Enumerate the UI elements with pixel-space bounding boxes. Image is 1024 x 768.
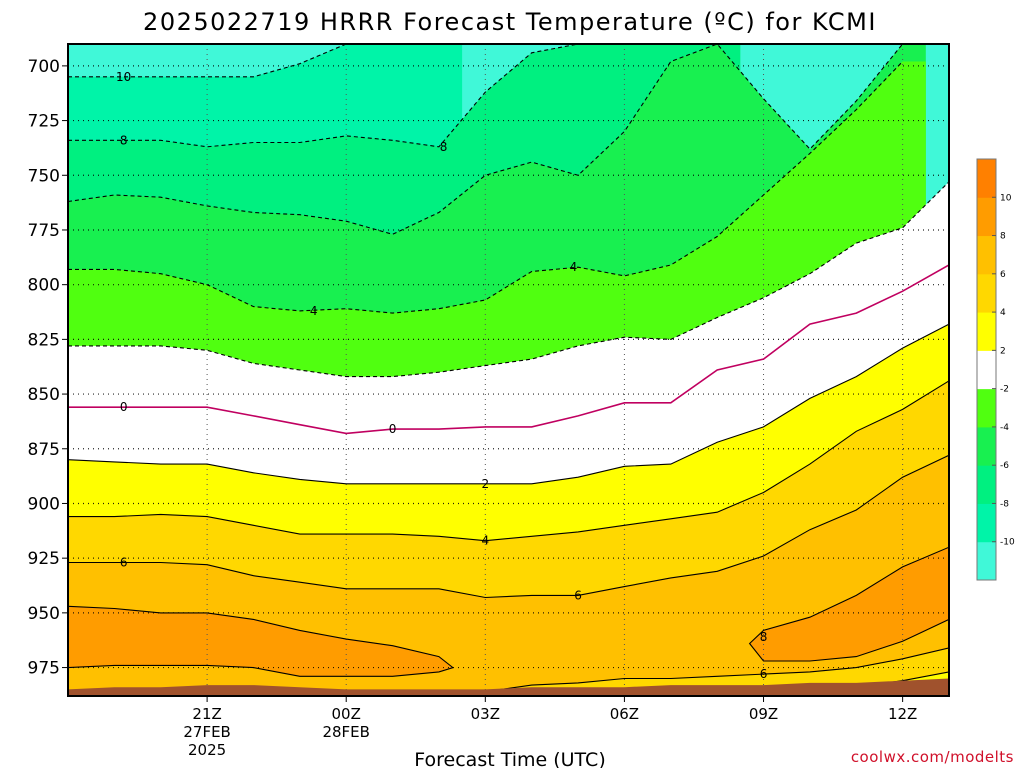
contour-line: [68, 44, 904, 235]
terrain-ground: [68, 678, 949, 696]
contour-label: 0: [389, 422, 397, 436]
contour-label: 6: [760, 667, 768, 681]
colorbar-swatch: [977, 465, 996, 504]
plot-frame: [67, 43, 950, 697]
colorbar-swatch: [977, 159, 996, 198]
y-tick-label: 800: [28, 276, 60, 296]
colorbar-swatch: [977, 426, 996, 466]
contour-line: [68, 61, 903, 314]
y-axis: 700 725 750 775 800 825 850 875 900 925 950 975: [28, 57, 68, 679]
x-tick-label: 27FEB: [183, 723, 230, 741]
y-tick-label: 950: [28, 604, 60, 624]
colorbar-swatch: [977, 312, 996, 351]
colorbar-label: 10: [1000, 193, 1012, 203]
colorbar-label: -4: [1000, 423, 1009, 433]
contour-line: [450, 647, 949, 696]
contour-label: 6: [120, 556, 128, 570]
contour-label: 8: [120, 133, 128, 147]
colorbar-swatch: [977, 541, 996, 581]
temperature-band: [68, 606, 453, 677]
contour-line: [68, 454, 949, 599]
colorbar-swatch: [977, 197, 996, 237]
colorbar-label: 2: [1000, 346, 1006, 356]
x-tick-label: 12Z: [888, 705, 917, 723]
contour-line: [68, 44, 718, 148]
contour-labels: 10 8 8 4 4 0 0 2 4 6 6 8 6: [116, 70, 768, 681]
colorbar-swatch: [977, 388, 996, 428]
colorbar-swatch: [977, 235, 996, 275]
contour-label: 0: [120, 400, 128, 414]
colorbar-label: 8: [1000, 232, 1006, 242]
contour-label: 8: [440, 140, 448, 154]
terrain-layer: [68, 678, 949, 696]
y-tick-label: 975: [28, 659, 60, 679]
x-tick-label: 28FEB: [322, 723, 369, 741]
colorbar-label: -2: [1000, 385, 1009, 395]
colorbar-label: -6: [1000, 461, 1009, 471]
colorbar-label: -8: [1000, 499, 1009, 509]
y-tick-label: 725: [28, 112, 60, 132]
contour-line: [68, 264, 949, 435]
x-tick-label: 03Z: [471, 705, 500, 723]
contour-label: 6: [574, 588, 582, 602]
contour-label: 8: [760, 630, 768, 644]
colorbar-swatch: [977, 273, 996, 313]
y-tick-label: 925: [28, 549, 60, 569]
contour-line: [68, 44, 439, 78]
y-tick-label: 825: [28, 330, 60, 350]
contour-label: 4: [481, 534, 489, 548]
colorbar-label: 4: [1000, 308, 1006, 318]
contour-label: 10: [116, 70, 131, 84]
y-tick-label: 875: [28, 440, 60, 460]
contour-line: [68, 181, 949, 378]
contour-line: [748, 546, 949, 662]
x-tick-label: 2025: [188, 741, 226, 759]
colorbar-label: -10: [1000, 538, 1015, 548]
x-tick-label: 06Z: [610, 705, 639, 723]
colorbar-legend: -10 -8 -6 -4 -2 2 4 6 8 10: [976, 158, 1015, 581]
contour-label: 4: [570, 260, 578, 274]
y-tick-label: 775: [28, 221, 60, 241]
x-axis-label: Forecast Time (UTC): [414, 749, 605, 768]
contour-label: 4: [310, 304, 318, 318]
y-tick-label: 850: [28, 385, 60, 405]
source-credit: coolwx.com/modelts: [851, 748, 1014, 766]
colorbar-label: 6: [1000, 270, 1006, 280]
y-tick-label: 700: [28, 57, 60, 77]
colorbar-swatch: [977, 503, 996, 543]
grid-layer: [68, 44, 949, 696]
x-tick-label: 09Z: [749, 705, 778, 723]
contour-line: [68, 380, 949, 542]
colorbar-swatch: [977, 350, 996, 390]
y-tick-label: 750: [28, 166, 60, 186]
plot-area: [68, 44, 949, 696]
contour-line: [68, 323, 949, 485]
temperature-band: [749, 547, 949, 661]
chart-title: 2025022719 HRRR Forecast Temperature (ºC…: [143, 8, 877, 36]
x-tick-label: 00Z: [332, 705, 361, 723]
y-tick-label: 900: [28, 494, 60, 514]
contour-layer: [68, 44, 949, 696]
contour-line: [68, 605, 455, 677]
colorbar-frame: [976, 158, 997, 581]
x-tick-label: 21Z: [192, 705, 221, 723]
contour-label: 2: [481, 477, 489, 491]
